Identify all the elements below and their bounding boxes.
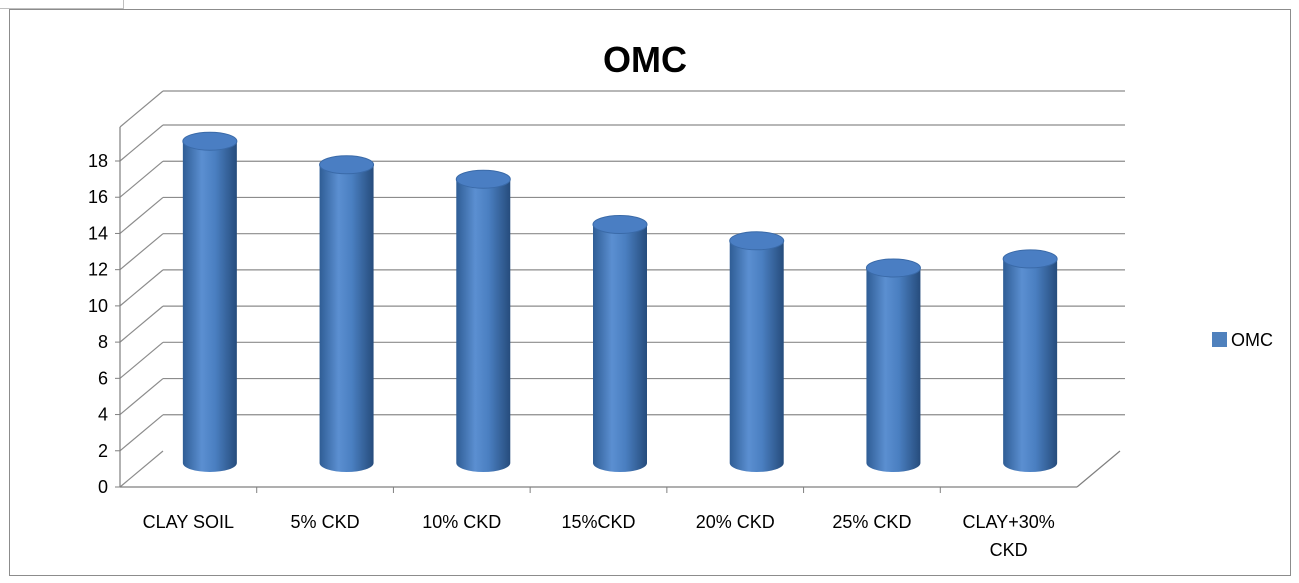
bar-6 bbox=[865, 258, 921, 473]
legend: OMC bbox=[1212, 330, 1273, 350]
bar-1 bbox=[182, 131, 238, 472]
y-tick-label-0: 0 bbox=[98, 477, 108, 497]
bar-body-5 bbox=[729, 240, 784, 473]
y-tick-labels: 0 2 4 6 8 10 12 14 16 18 bbox=[88, 151, 108, 497]
y-tick-label-16: 16 bbox=[88, 187, 108, 207]
bar-3 bbox=[455, 169, 511, 473]
y-tick-label-12: 12 bbox=[88, 260, 108, 280]
x-tick-label-4: 15%CKD bbox=[561, 512, 635, 532]
side-gridline-4 bbox=[119, 378, 164, 416]
y-tick-label-6: 6 bbox=[98, 368, 108, 388]
x-tick-label-6: 25% CKD bbox=[832, 512, 911, 532]
y-tick-label-2: 2 bbox=[98, 441, 108, 461]
x-tick-label-1: CLAY SOIL bbox=[143, 512, 234, 532]
bar-body-1 bbox=[182, 141, 237, 472]
bar-top-5 bbox=[729, 231, 785, 251]
side-gridline-12 bbox=[119, 233, 164, 271]
bar-body-2 bbox=[319, 164, 374, 473]
bar-top-7 bbox=[1002, 249, 1058, 269]
side-gridline-10 bbox=[119, 269, 164, 307]
bar-5 bbox=[729, 231, 785, 473]
y-tick-label-8: 8 bbox=[98, 332, 108, 352]
bar-body-4 bbox=[593, 224, 647, 472]
x-tick-label-2: 5% CKD bbox=[291, 512, 360, 532]
bar-top-2 bbox=[319, 155, 375, 175]
side-gridline-8 bbox=[119, 305, 164, 343]
bars bbox=[182, 131, 1058, 473]
bar-7 bbox=[1002, 249, 1058, 473]
side-gridline-18 bbox=[119, 124, 164, 162]
side-gridline-16 bbox=[119, 160, 164, 198]
y-tick-label-14: 14 bbox=[88, 223, 108, 243]
y-tick-label-10: 10 bbox=[88, 296, 108, 316]
x-tick-label-7: CLAY+30% CKD bbox=[963, 512, 1055, 560]
side-gridline-14 bbox=[119, 196, 164, 234]
x-tick-label-3: 10% CKD bbox=[422, 512, 501, 532]
bar-top-3 bbox=[455, 169, 511, 189]
y-tick-label-18: 18 bbox=[88, 151, 108, 171]
y-tick-label-4: 4 bbox=[98, 405, 108, 425]
legend-label: OMC bbox=[1231, 330, 1273, 350]
bar-body-7 bbox=[1003, 258, 1058, 473]
bar-top-6 bbox=[865, 258, 921, 278]
sheet-tab-corner bbox=[0, 0, 124, 9]
bar-body-6 bbox=[866, 267, 921, 473]
x-tick-label-5: 20% CKD bbox=[696, 512, 775, 532]
side-gridline-top bbox=[119, 90, 164, 128]
bar-body-3 bbox=[456, 179, 511, 473]
floor-right-edge bbox=[1076, 450, 1121, 488]
bar-top-4 bbox=[592, 215, 648, 234]
chart-title: OMC bbox=[603, 39, 687, 80]
side-gridline-2 bbox=[119, 414, 164, 452]
bar-top-1 bbox=[182, 131, 238, 151]
legend-swatch bbox=[1212, 332, 1227, 347]
bar-2 bbox=[319, 155, 375, 473]
x-tick-labels: CLAY SOIL 5% CKD 10% CKD 15%CKD 20% CKD 25% C… bbox=[143, 512, 1055, 560]
bar-4 bbox=[592, 215, 648, 472]
axes bbox=[115, 127, 1121, 493]
side-gridline-6 bbox=[119, 341, 164, 379]
side-gridline-0 bbox=[119, 450, 164, 488]
